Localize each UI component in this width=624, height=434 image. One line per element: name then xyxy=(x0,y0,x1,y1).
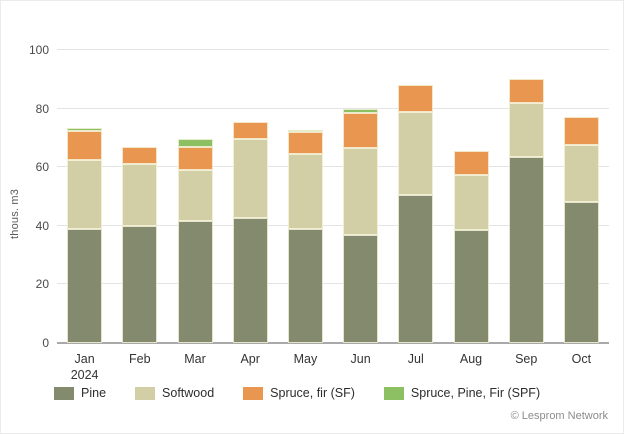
bar-segment-jul-pine xyxy=(398,195,434,343)
gridline-60 xyxy=(57,166,609,168)
legend-swatch-icon xyxy=(243,386,264,400)
gridline-40 xyxy=(57,224,609,226)
y-tick-label-20: 20 xyxy=(35,277,49,292)
x-tick-label-jul: Jul xyxy=(407,352,424,366)
bar-segment-jun-spruce-pine-fir-spf xyxy=(343,108,379,113)
bar-segment-sep-softwood xyxy=(508,102,544,157)
bar-segment-mar-spruce-pine-fir-spf xyxy=(177,139,213,147)
bar-segment-feb-spruce-fir-sf xyxy=(122,146,158,165)
bar-segment-jun-pine xyxy=(343,234,379,343)
legend-item-spruce-pine-fir-spf: Spruce, Pine, Fir (SPF) xyxy=(383,386,541,400)
bar-segment-oct-spruce-fir-sf xyxy=(563,117,599,146)
y-tick-label-100: 100 xyxy=(28,43,49,57)
bar-segment-mar-spruce-fir-sf xyxy=(177,146,213,171)
bar-segment-aug-pine xyxy=(453,230,489,343)
y-tick-label-40: 40 xyxy=(35,218,49,233)
legend-item-softwood: Softwood xyxy=(135,386,214,400)
legend-label: Spruce, fir (SF) xyxy=(270,386,355,400)
x-tick-label-oct: Oct xyxy=(571,352,592,366)
legend-label: Softwood xyxy=(162,386,215,400)
bar-segment-oct-softwood xyxy=(563,145,599,203)
y-tick-label-60: 60 xyxy=(35,160,49,175)
x-tick-label-apr: Apr xyxy=(240,352,260,366)
legend-swatch-icon xyxy=(54,386,74,400)
bar-segment-apr-spruce-fir-sf xyxy=(232,121,268,140)
x-tick-label-aug: Aug xyxy=(459,352,483,366)
bar-segment-feb-pine xyxy=(122,225,158,343)
bar-segment-jul-spruce-fir-sf xyxy=(398,85,434,112)
legend-swatch-icon xyxy=(383,386,404,400)
gridline-100 xyxy=(57,49,609,50)
gridline-80 xyxy=(57,107,609,109)
bar-segment-may-softwood xyxy=(287,154,323,229)
x-tick-label-feb: Feb xyxy=(129,352,151,366)
legend-item-pine: Pine xyxy=(54,386,106,400)
bar-segment-may-spruce-fir-sf xyxy=(287,132,323,155)
x-tick-label-jan: Jan 2024 xyxy=(70,352,99,382)
x-tick-label-may: May xyxy=(293,352,318,366)
bar-segment-apr-pine xyxy=(232,218,268,343)
bar-segment-mar-softwood xyxy=(177,170,213,222)
y-tick-label-80: 80 xyxy=(35,101,49,116)
bar-segment-jan-spruce-fir-sf xyxy=(67,130,103,160)
bar-segment-aug-softwood xyxy=(453,174,489,231)
attribution: © Lesprom Network xyxy=(510,410,608,422)
x-tick-label-jun: Jun xyxy=(350,352,371,366)
bar-segment-jun-softwood xyxy=(343,148,379,235)
bar-segment-jan-softwood xyxy=(67,159,103,229)
bar-segment-mar-pine xyxy=(177,221,213,343)
legend-item-spruce-fir-sf: Spruce, fir (SF) xyxy=(243,386,355,400)
y-tick-label-0: 0 xyxy=(42,336,49,350)
bar-segment-apr-softwood xyxy=(232,139,268,219)
bar-segment-sep-spruce-fir-sf xyxy=(508,79,544,103)
legend-swatch-icon xyxy=(135,386,156,400)
bar-segment-jun-spruce-fir-sf xyxy=(343,113,379,149)
x-tick-label-sep: Sep xyxy=(515,352,538,366)
x-axis-line xyxy=(57,342,609,344)
bar-segment-aug-spruce-fir-sf xyxy=(453,151,489,175)
plot-area xyxy=(57,49,609,344)
legend-label: Spruce, Pine, Fir (SPF) xyxy=(410,386,541,400)
bar-segment-may-spruce-pine-fir-spf xyxy=(287,130,323,133)
bar-segment-jul-softwood xyxy=(398,111,434,196)
bar-segment-oct-pine xyxy=(563,202,599,343)
bar-segment-jan-pine xyxy=(67,228,103,343)
bar-segment-jan-spruce-pine-fir-spf xyxy=(67,127,103,131)
bar-segment-feb-softwood xyxy=(122,164,158,226)
gridline-20 xyxy=(57,283,609,285)
bar-segment-may-pine xyxy=(287,228,323,343)
legend: Pine Softwood Spruce, fir (SF) Spruce, Pine… xyxy=(54,386,540,400)
legend-label: Pine xyxy=(81,386,107,400)
x-tick-label-mar: Mar xyxy=(184,352,206,366)
bar-segment-sep-pine xyxy=(508,156,544,343)
